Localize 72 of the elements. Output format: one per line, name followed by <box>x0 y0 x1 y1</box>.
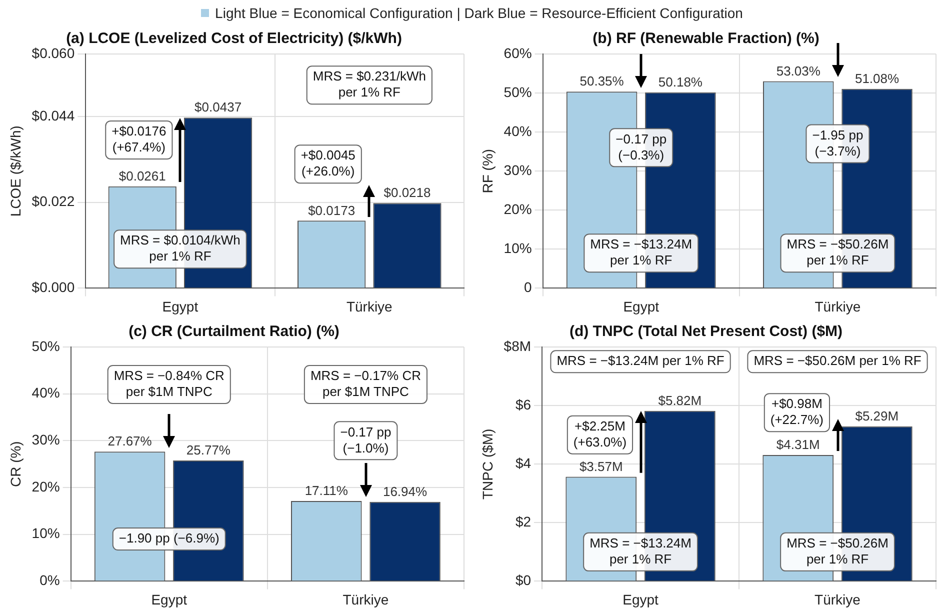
data-label: 53.03% <box>776 63 821 78</box>
x-tick-label: Türkiye <box>814 298 861 314</box>
y-tick-label: 40% <box>32 384 60 401</box>
y-tick-label: 60% <box>504 44 532 61</box>
data-label: $5.29M <box>855 408 899 424</box>
data-label: 17.11% <box>304 483 348 498</box>
y-tick-label: 20% <box>504 200 532 217</box>
data-label: $4.31M <box>776 437 820 452</box>
annotation: −1.90 pp (−6.9%) <box>118 530 220 546</box>
y-tick-label: $2 <box>515 514 532 530</box>
chart-title: (b) RF (Renewable Fraction) (%) <box>592 30 820 48</box>
annotation: MRS = −0.84% CR per $1M TNPC <box>114 368 224 400</box>
y-axis-title: CR (%) <box>7 441 24 488</box>
data-label: 25.77% <box>186 442 231 458</box>
y-tick-label: 0 <box>524 279 532 296</box>
y-axis-title: LCOE ($/kWh) <box>7 126 24 217</box>
y-tick-label: 50% <box>504 84 532 100</box>
x-tick-label: Egypt <box>622 591 659 608</box>
annotation: MRS = −$50.26M per 1% RF <box>754 353 922 368</box>
x-tick-label: Egypt <box>162 298 198 314</box>
annotation: MRS = −$50.26M per 1% RF <box>786 536 888 567</box>
chart-title: (a) LCOE (Levelized Cost of Electricity) ($/kWh) <box>66 30 402 48</box>
data-label: 51.08% <box>854 70 900 86</box>
y-tick-label: $0.044 <box>32 107 75 124</box>
annotation: −0.17 pp (−1.0%) <box>340 424 392 456</box>
data-label: $0.0437 <box>194 100 242 115</box>
data-label: 50.35% <box>580 74 624 89</box>
y-tick-label: 40% <box>504 122 532 139</box>
y-axis-title: TNPC ($M) <box>479 428 496 500</box>
x-tick-label: Türkiye <box>342 591 389 608</box>
x-tick-label: Türkiye <box>814 591 861 608</box>
annotation: +$0.0045 (+26.0%) <box>300 148 356 179</box>
x-tick-label: Türkiye <box>346 298 393 314</box>
y-tick-label: 20% <box>32 478 60 494</box>
data-label: $0.0218 <box>384 185 431 200</box>
y-tick-label: 10% <box>504 240 532 256</box>
annotation: MRS = −$50.26M per 1% RF <box>786 236 889 268</box>
data-label: 16.94% <box>382 484 428 499</box>
y-tick-label: 30% <box>504 162 532 178</box>
annotation: MRS = −$13.24M per 1% RF <box>556 353 724 368</box>
y-tick-label: 10% <box>32 525 60 542</box>
y-tick-label: 30% <box>32 432 60 448</box>
y-tick-label: $6 <box>515 396 532 412</box>
annotation: MRS = −0.17% CR per $1M TNPC <box>310 368 421 400</box>
data-label: $0.0261 <box>118 168 166 184</box>
y-axis-title: RF (%) <box>479 148 496 194</box>
y-tick-label: $0 <box>515 572 532 588</box>
annotation: MRS = −$13.24M per 1% RF <box>590 236 692 268</box>
y-tick-label: $0.000 <box>32 279 75 296</box>
data-label: 27.67% <box>108 434 152 449</box>
chart-title: (d) TNPC (Total Net Present Cost) ($M) <box>569 323 843 340</box>
annotation: MRS = −$13.24M per 1% RF <box>590 536 692 567</box>
y-tick-label: $4 <box>515 454 532 471</box>
data-label: $0.0173 <box>308 202 356 218</box>
y-tick-label: $8M <box>504 338 532 354</box>
annotation: −0.17 pp (−0.3%) <box>616 131 667 162</box>
annotation: +$0.0176 (+67.4%) <box>112 124 166 155</box>
y-tick-label: 0% <box>40 572 60 588</box>
x-tick-label: Egypt <box>151 591 188 608</box>
y-tick-label: $0.022 <box>32 193 75 210</box>
annotation: +$0.98M (+22.7%) <box>770 396 824 428</box>
text: Light Blue = Economical Configuration | Dark Blue = Resource-Efficient Configuration <box>215 5 743 21</box>
annotation: +$2.25M (+63.0%) <box>573 418 627 450</box>
data-label: 50.18% <box>658 74 703 90</box>
y-tick-label: 50% <box>32 338 60 354</box>
annotation: MRS = $0.231/kWh per 1% RF <box>312 68 426 100</box>
annotation: MRS = $0.0104/kWh per 1% RF <box>120 232 240 264</box>
chart-title: (c) CR (Curtailment Ratio) (%) <box>128 323 340 340</box>
data-label: $5.82M <box>658 392 702 408</box>
data-label: $3.57M <box>579 458 623 474</box>
annotation: −1.95 pp (−3.7%) <box>812 127 864 158</box>
x-tick-label: Egypt <box>623 298 660 314</box>
